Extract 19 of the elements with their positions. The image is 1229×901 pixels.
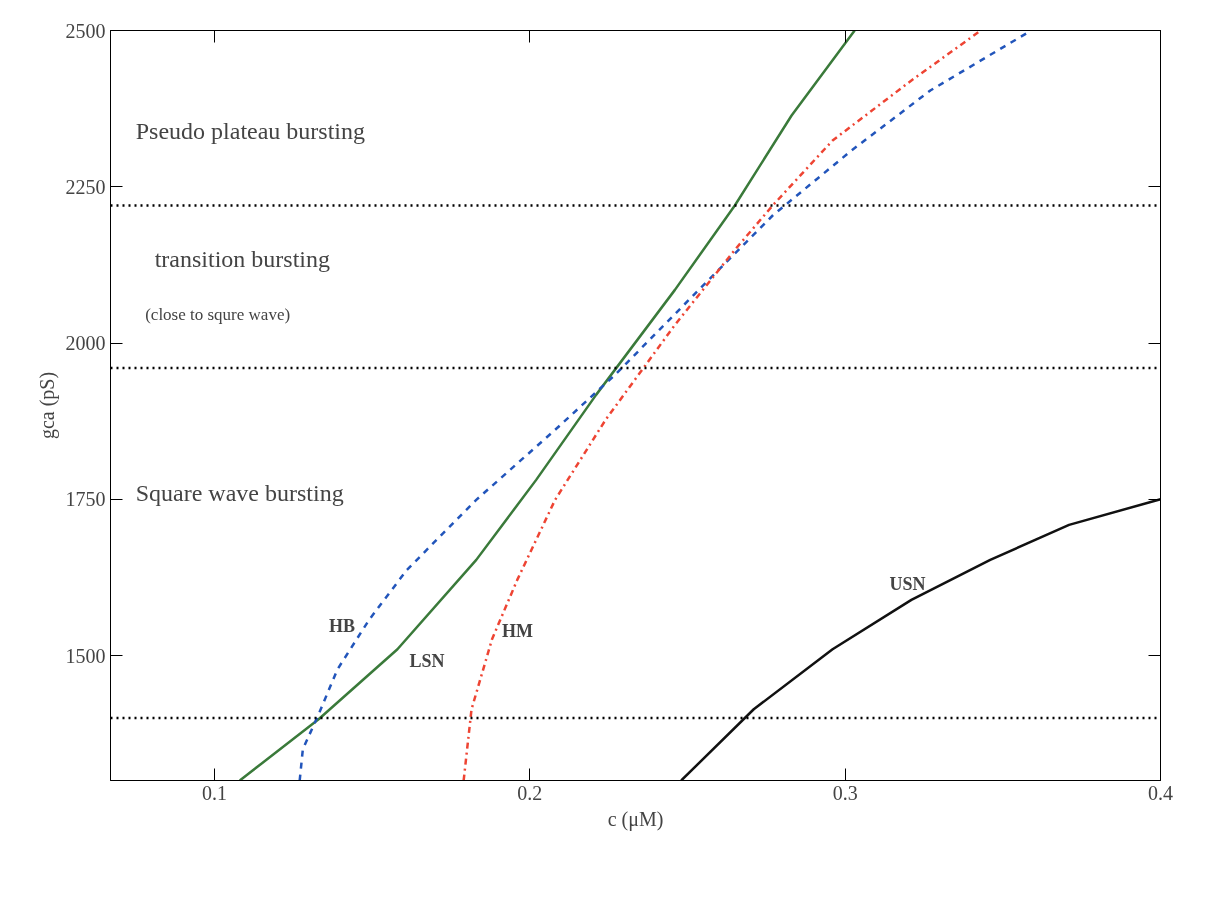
y-tick-label: 2000 (65, 332, 106, 354)
series-label: USN (889, 573, 926, 594)
y-tick-label: 2250 (65, 175, 106, 198)
series-label: HB (329, 615, 356, 636)
annotation: Square wave bursting (135, 480, 344, 506)
x-tick-label: 0.3 (832, 781, 858, 804)
x-tick-label: 0.2 (517, 781, 543, 804)
x-tick-label: 0.1 (202, 781, 228, 804)
y-tick-label: 2500 (65, 19, 106, 42)
annotation: Pseudo plateau bursting (135, 117, 366, 144)
annotation: transition bursting (154, 245, 330, 272)
x-axis-title: c (μM) (607, 807, 664, 831)
x-tick-label: 0.4 (1148, 781, 1173, 804)
y-tick-label: 1500 (65, 644, 106, 667)
y-axis-title: gca (pS) (35, 371, 59, 440)
series-label: LSN (409, 651, 445, 672)
series-label: HM (502, 621, 534, 642)
annotation: (close to squre wave) (145, 305, 291, 325)
y-tick-label: 1750 (65, 488, 106, 511)
